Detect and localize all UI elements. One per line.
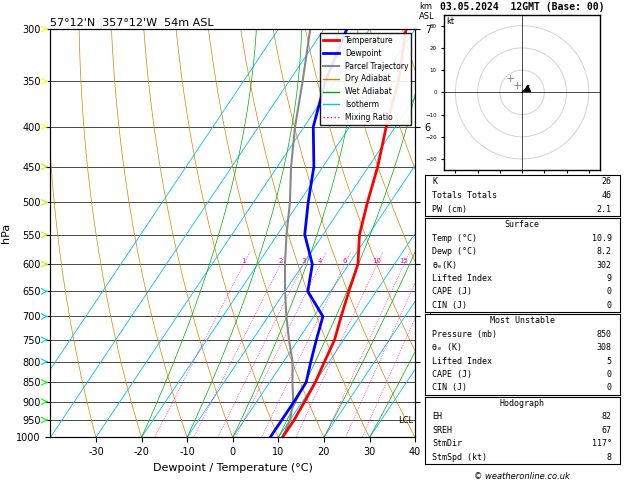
Text: PW (cm): PW (cm) — [432, 205, 467, 214]
Text: 10.9: 10.9 — [592, 234, 612, 243]
Text: 15: 15 — [399, 258, 409, 264]
Text: StmDir: StmDir — [432, 439, 462, 449]
Text: StmSpd (kt): StmSpd (kt) — [432, 453, 487, 462]
Text: 57°12'N  357°12'W  54m ASL: 57°12'N 357°12'W 54m ASL — [50, 18, 214, 28]
Text: 0: 0 — [607, 287, 612, 296]
Text: 03.05.2024  12GMT (Base: 00): 03.05.2024 12GMT (Base: 00) — [440, 2, 604, 12]
Text: 10: 10 — [373, 258, 382, 264]
Text: Totals Totals: Totals Totals — [432, 191, 498, 200]
Text: 4: 4 — [318, 258, 323, 264]
Text: 0: 0 — [607, 301, 612, 310]
Text: 2.1: 2.1 — [597, 205, 612, 214]
Text: 26: 26 — [602, 177, 612, 186]
Text: 5: 5 — [607, 357, 612, 365]
Text: CIN (J): CIN (J) — [432, 301, 467, 310]
Text: +: + — [513, 81, 522, 91]
Text: 6: 6 — [343, 258, 347, 264]
Text: 8.2: 8.2 — [597, 247, 612, 256]
Text: LCL: LCL — [398, 416, 413, 424]
Text: 850: 850 — [597, 330, 612, 339]
Text: Most Unstable: Most Unstable — [489, 316, 555, 325]
Y-axis label: hPa: hPa — [1, 223, 11, 243]
Legend: Temperature, Dewpoint, Parcel Trajectory, Dry Adiabat, Wet Adiabat, Isotherm, Mi: Temperature, Dewpoint, Parcel Trajectory… — [320, 33, 411, 125]
Text: Lifted Index: Lifted Index — [432, 274, 493, 283]
Text: CAPE (J): CAPE (J) — [432, 370, 472, 379]
Text: 0: 0 — [607, 370, 612, 379]
Text: 46: 46 — [602, 191, 612, 200]
Text: Lifted Index: Lifted Index — [432, 357, 493, 365]
Text: 308: 308 — [597, 343, 612, 352]
Text: 67: 67 — [602, 426, 612, 435]
Text: 117°: 117° — [592, 439, 612, 449]
Text: kt: kt — [447, 17, 455, 26]
Text: Temp (°C): Temp (°C) — [432, 234, 477, 243]
Text: Hodograph: Hodograph — [499, 399, 545, 408]
Text: θₑ (K): θₑ (K) — [432, 343, 462, 352]
Text: EH: EH — [432, 412, 442, 421]
Text: CAPE (J): CAPE (J) — [432, 287, 472, 296]
Text: 8: 8 — [607, 453, 612, 462]
X-axis label: Dewpoint / Temperature (°C): Dewpoint / Temperature (°C) — [153, 463, 313, 473]
Text: SREH: SREH — [432, 426, 452, 435]
Text: 0: 0 — [607, 383, 612, 392]
Text: 9: 9 — [607, 274, 612, 283]
Text: θₑ(K): θₑ(K) — [432, 260, 457, 270]
Text: K: K — [432, 177, 437, 186]
Text: 3: 3 — [301, 258, 306, 264]
Text: 1: 1 — [242, 258, 246, 264]
Text: Pressure (mb): Pressure (mb) — [432, 330, 498, 339]
Text: +: + — [506, 74, 516, 84]
Text: km
ASL: km ASL — [419, 1, 435, 21]
Y-axis label: Mixing Ratio (g/kg): Mixing Ratio (g/kg) — [437, 187, 447, 279]
Text: © weatheronline.co.uk: © weatheronline.co.uk — [474, 472, 570, 481]
Text: 2: 2 — [279, 258, 283, 264]
Text: 302: 302 — [597, 260, 612, 270]
Text: 82: 82 — [602, 412, 612, 421]
Text: Surface: Surface — [504, 221, 540, 229]
Text: CIN (J): CIN (J) — [432, 383, 467, 392]
Text: Dewp (°C): Dewp (°C) — [432, 247, 477, 256]
